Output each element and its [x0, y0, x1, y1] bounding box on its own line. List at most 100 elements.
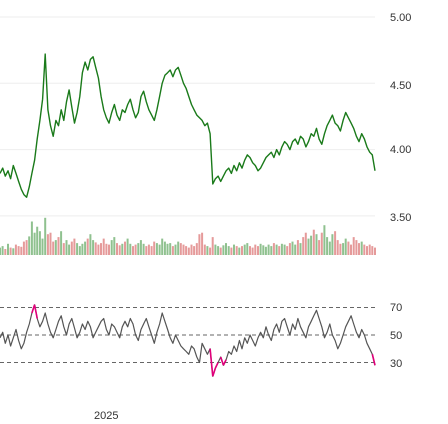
volume-bar: [193, 246, 196, 255]
volume-bar: [254, 244, 257, 255]
volume-bar: [323, 225, 326, 255]
price-tick-label: 3.50: [390, 212, 411, 224]
volume-bar: [360, 241, 363, 255]
volume-bar: [307, 238, 310, 255]
volume-bar: [270, 246, 273, 255]
volume-bar: [132, 246, 134, 255]
volume-bar: [14, 244, 17, 255]
volume-bar: [272, 243, 275, 255]
volume-bar: [342, 243, 345, 255]
volume-bar: [44, 217, 47, 255]
volume-bar: [78, 246, 81, 255]
price-tick-label: 4.50: [390, 80, 411, 92]
volume-bar: [206, 246, 209, 255]
volume-bar: [108, 244, 110, 255]
volume-bar: [7, 243, 9, 255]
volume-bar: [161, 238, 164, 255]
volume-bar: [275, 244, 278, 255]
volume-bar: [243, 244, 246, 255]
volume-bar: [81, 243, 84, 255]
volume-bar: [86, 238, 89, 255]
volume-bar: [28, 236, 31, 255]
volume-bar: [339, 243, 342, 255]
volume-bar: [201, 232, 204, 255]
volume-bar: [73, 238, 76, 255]
volume-bar: [153, 241, 156, 255]
volume-bar: [30, 221, 33, 255]
volume-bar: [299, 243, 302, 255]
volume-bar: [371, 246, 374, 255]
volume-bar: [233, 244, 235, 255]
volume-bar: [291, 241, 294, 255]
volume-bar: [355, 240, 358, 255]
volume-bar: [33, 232, 36, 255]
volume-bar: [294, 244, 297, 255]
volume-bar: [318, 240, 321, 255]
volume-bar: [110, 240, 113, 255]
volume-bar: [177, 241, 180, 255]
volume-bar: [89, 234, 92, 255]
volume-bar: [267, 244, 270, 255]
volume-bar: [344, 238, 347, 255]
volume-bar: [169, 243, 172, 255]
volume-bars: [0, 217, 376, 255]
volume-bar: [60, 231, 63, 255]
volume-bar: [92, 240, 95, 255]
volume-bar: [328, 241, 331, 255]
price-grid: [0, 16, 375, 217]
volume-bar: [326, 237, 329, 255]
volume-bar: [52, 241, 55, 255]
volume-bar: [312, 229, 315, 255]
volume-bar: [304, 232, 307, 255]
rsi-tick-label: 70: [390, 302, 402, 314]
volume-bar: [124, 241, 126, 255]
volume-bar: [358, 243, 360, 255]
volume-bar: [374, 247, 376, 255]
volume-bar: [137, 243, 140, 255]
rsi-line: [0, 304, 376, 377]
volume-bar: [368, 244, 371, 255]
volume-bar: [214, 244, 217, 255]
rsi-series: [0, 304, 376, 377]
volume-bar: [190, 244, 193, 255]
volume-bar: [241, 246, 243, 255]
volume-bar: [57, 237, 60, 255]
volume-bar: [12, 248, 15, 255]
price-line: [0, 53, 376, 199]
volume-bar: [209, 247, 212, 255]
volume-bar: [147, 244, 150, 255]
volume-bar: [352, 237, 355, 255]
volume-bar: [102, 238, 105, 255]
volume-bar: [259, 243, 262, 255]
volume-bar: [334, 231, 337, 255]
volume-bar: [251, 247, 254, 255]
volume-bar: [195, 243, 198, 255]
volume-bar: [139, 240, 142, 255]
volume-bar: [217, 246, 220, 255]
volume-bar: [211, 237, 214, 255]
volume-bar: [310, 235, 313, 255]
volume-bar: [116, 243, 118, 255]
volume-bar: [331, 234, 334, 255]
price-tick-label: 4.00: [390, 144, 411, 156]
volume-bar: [65, 240, 68, 255]
volume-bar: [54, 240, 57, 255]
volume-bar: [134, 244, 137, 255]
volume-bar: [41, 238, 44, 255]
volume-bar: [38, 231, 41, 255]
volume-bar: [171, 246, 174, 255]
volume-bar: [249, 246, 251, 255]
volume-bar: [166, 243, 169, 255]
volume-bar: [129, 243, 132, 255]
rsi-extreme-segment: [371, 354, 376, 366]
volume-bar: [230, 247, 233, 255]
volume-bar: [49, 232, 52, 255]
rsi-tick-label: 50: [390, 330, 402, 342]
price-series: [0, 53, 376, 199]
volume-bar: [68, 244, 71, 255]
rsi-extreme-segment: [33, 304, 39, 319]
volume-bar: [20, 246, 23, 255]
volume-bar: [4, 249, 7, 255]
rsi-extreme-segment: [219, 356, 225, 366]
